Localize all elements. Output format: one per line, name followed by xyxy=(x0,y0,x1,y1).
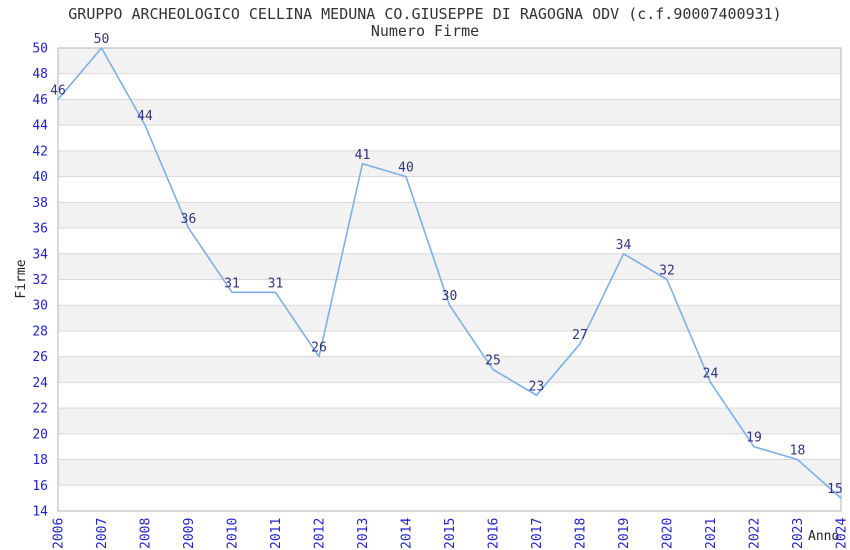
plot-band xyxy=(58,330,841,357)
plot-band xyxy=(58,253,841,280)
plot-band xyxy=(58,408,841,434)
y-tick-label: 50 xyxy=(32,42,48,57)
y-tick-label: 24 xyxy=(32,376,48,391)
x-tick-label: 2010 xyxy=(226,518,241,549)
chart-subtitle: Numero Firme xyxy=(370,22,480,40)
point-label: 32 xyxy=(659,264,675,279)
point-label: 46 xyxy=(50,83,66,98)
x-tick-label: 2015 xyxy=(443,518,458,549)
plot-band xyxy=(58,485,841,511)
point-label: 30 xyxy=(442,289,458,304)
y-tick-label: 36 xyxy=(32,222,48,237)
point-label: 31 xyxy=(268,276,284,291)
x-tick-label: 2019 xyxy=(617,518,632,549)
y-tick-label: 38 xyxy=(32,196,48,211)
point-label: 18 xyxy=(790,444,806,459)
plot-band xyxy=(58,150,841,177)
x-tick-label: 2009 xyxy=(182,518,197,549)
x-tick-label: 2014 xyxy=(400,518,415,549)
point-label: 44 xyxy=(137,109,153,124)
y-tick-label: 40 xyxy=(32,170,48,185)
x-tick-label: 2006 xyxy=(52,518,67,549)
plot-band xyxy=(58,202,841,229)
y-tick-label: 34 xyxy=(32,247,48,262)
chart-title: GRUPPO ARCHEOLOGICO CELLINA MEDUNA CO.GI… xyxy=(68,5,782,23)
x-tick-label: 2021 xyxy=(704,518,719,549)
x-tick-label: 2017 xyxy=(530,518,545,549)
point-label: 36 xyxy=(181,212,197,227)
point-label: 15 xyxy=(827,482,843,497)
plot-band xyxy=(58,125,841,151)
plot-band xyxy=(58,459,841,486)
y-tick-label: 26 xyxy=(32,350,48,365)
y-tick-label: 20 xyxy=(32,427,48,442)
y-tick-label: 14 xyxy=(32,505,48,520)
point-label: 26 xyxy=(311,341,327,356)
plot-band xyxy=(58,356,841,383)
y-tick-label: 28 xyxy=(32,324,48,339)
point-label: 24 xyxy=(703,366,719,381)
plot-band xyxy=(58,48,841,74)
data-line xyxy=(57,47,842,499)
y-tick-label: 30 xyxy=(32,299,48,314)
x-tick-label: 2007 xyxy=(95,518,110,549)
plot-band xyxy=(58,228,841,254)
x-tick-label: 2020 xyxy=(661,518,676,549)
y-tick-label: 42 xyxy=(32,144,48,159)
point-label: 25 xyxy=(485,354,501,369)
point-label: 19 xyxy=(746,431,762,446)
y-tick-label: 48 xyxy=(32,67,48,82)
y-tick-label: 46 xyxy=(32,93,48,108)
x-tick-label: 2008 xyxy=(139,518,154,549)
point-label: 34 xyxy=(616,238,632,253)
y-tick-label: 32 xyxy=(32,273,48,288)
y-tick-label: 44 xyxy=(32,119,48,134)
plot-band xyxy=(58,382,841,409)
y-tick-label: 22 xyxy=(32,402,48,417)
x-tick-label: 2013 xyxy=(356,518,371,549)
x-tick-label: 2022 xyxy=(748,518,763,549)
plot-band xyxy=(58,305,841,331)
plot-band xyxy=(58,99,841,126)
point-label: 41 xyxy=(355,148,371,163)
x-tick-label: 2024 xyxy=(835,518,850,549)
x-tick-label: 2012 xyxy=(313,518,328,549)
plot-border xyxy=(57,47,842,512)
x-tick-label: 2011 xyxy=(269,518,284,549)
x-axis-title: Anno xyxy=(808,529,840,544)
point-label: 27 xyxy=(572,328,588,343)
point-label: 31 xyxy=(224,276,240,291)
point-label: 50 xyxy=(94,32,110,47)
point-label: 23 xyxy=(529,379,545,394)
y-tick-label: 18 xyxy=(32,453,48,468)
point-label: 40 xyxy=(398,161,414,176)
plot-band xyxy=(58,176,841,203)
x-tick-label: 2018 xyxy=(574,518,589,549)
plot-band xyxy=(58,279,841,306)
x-tick-label: 2023 xyxy=(791,518,806,549)
plot-band xyxy=(58,433,841,460)
plot-band xyxy=(58,73,841,100)
y-tick-label: 16 xyxy=(32,479,48,494)
x-tick-label: 2016 xyxy=(487,518,502,549)
